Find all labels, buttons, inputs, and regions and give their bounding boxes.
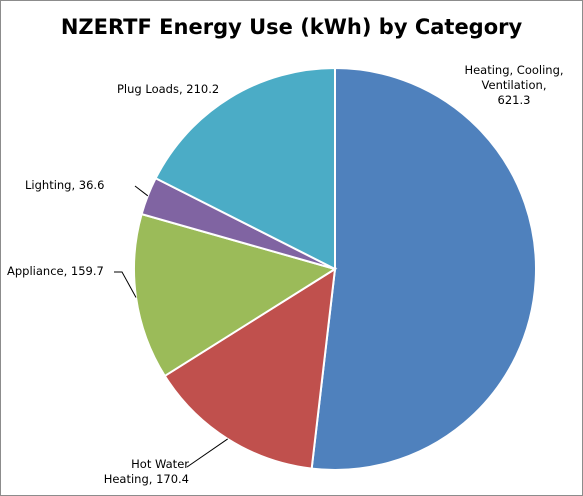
- data-label-line: 621.3: [497, 93, 531, 107]
- leader-line-hot-water-heating: [186, 438, 228, 468]
- data-label-line: Hot Water: [131, 457, 189, 471]
- pie-slice-heating-cooling-ventilation: [310, 66, 537, 471]
- leader-line-appliance: [114, 271, 137, 298]
- data-label-hot-water-heating: Hot Water Heating, 170.4: [89, 457, 189, 487]
- pie-slice-plug-loads: [154, 66, 336, 271]
- data-label-line: Heating, 170.4: [103, 472, 189, 486]
- data-label-line: Ventilation,: [481, 78, 547, 92]
- pie-slice-appliance: [133, 212, 338, 378]
- chart-title: NZERTF Energy Use (kWh) by Category: [60, 15, 523, 39]
- data-label-plug-loads: Plug Loads, 210.2: [117, 82, 219, 97]
- data-label-line: Appliance, 159.7: [7, 264, 104, 278]
- data-label-line: Heating, Cooling,: [464, 63, 564, 77]
- data-label-appliance: Appliance, 159.7: [7, 264, 104, 279]
- data-label-line: Lighting, 36.6: [25, 178, 105, 192]
- leader-line-lighting: [134, 185, 149, 197]
- data-label-lighting: Lighting, 36.6: [25, 178, 104, 193]
- data-label-line: Plug Loads, 210.2: [117, 82, 220, 96]
- data-label-heating-cooling-ventilation: Heating, Cooling, Ventilation, 621.3: [449, 63, 579, 108]
